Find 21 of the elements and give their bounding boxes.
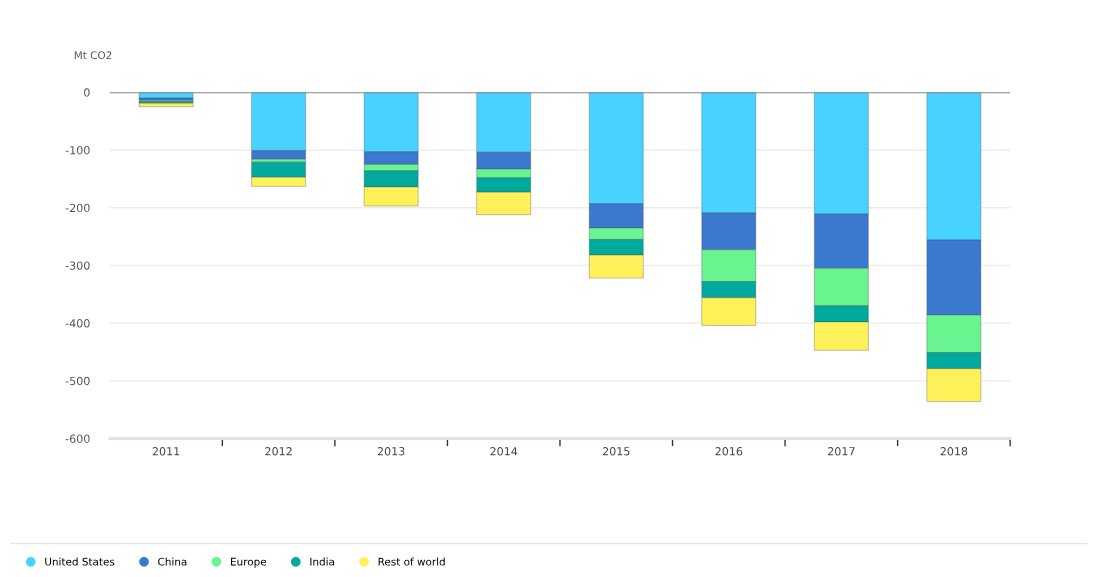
x-tick-label: 2014 xyxy=(490,447,518,456)
legend-label: Europe xyxy=(231,557,267,568)
y-tick-label: -300 xyxy=(65,261,90,270)
y-tick-label: -600 xyxy=(65,434,90,443)
y-tick-label: -200 xyxy=(65,203,90,213)
y-tick-label: -100 xyxy=(65,145,90,155)
y-axis-title: Mt CO2 xyxy=(74,51,112,60)
x-tick-label: 2012 xyxy=(265,447,292,456)
legend-label: United States xyxy=(45,557,115,566)
y-tick-label: -500 xyxy=(65,376,90,386)
legend-label: China xyxy=(158,557,187,566)
x-tick-label: 2013 xyxy=(377,447,405,456)
x-tick-label: 2015 xyxy=(602,447,630,456)
y-tick-label: 0 xyxy=(84,88,90,97)
y-tick-label: -400 xyxy=(65,319,90,328)
x-tick-label: 2017 xyxy=(828,447,855,456)
x-tick-label: 2011 xyxy=(152,447,180,456)
legend-label: Rest of world xyxy=(378,557,445,566)
legend-label: India xyxy=(310,557,334,566)
x-tick-label: 2016 xyxy=(715,447,743,456)
x-tick-label: 2018 xyxy=(940,447,968,456)
